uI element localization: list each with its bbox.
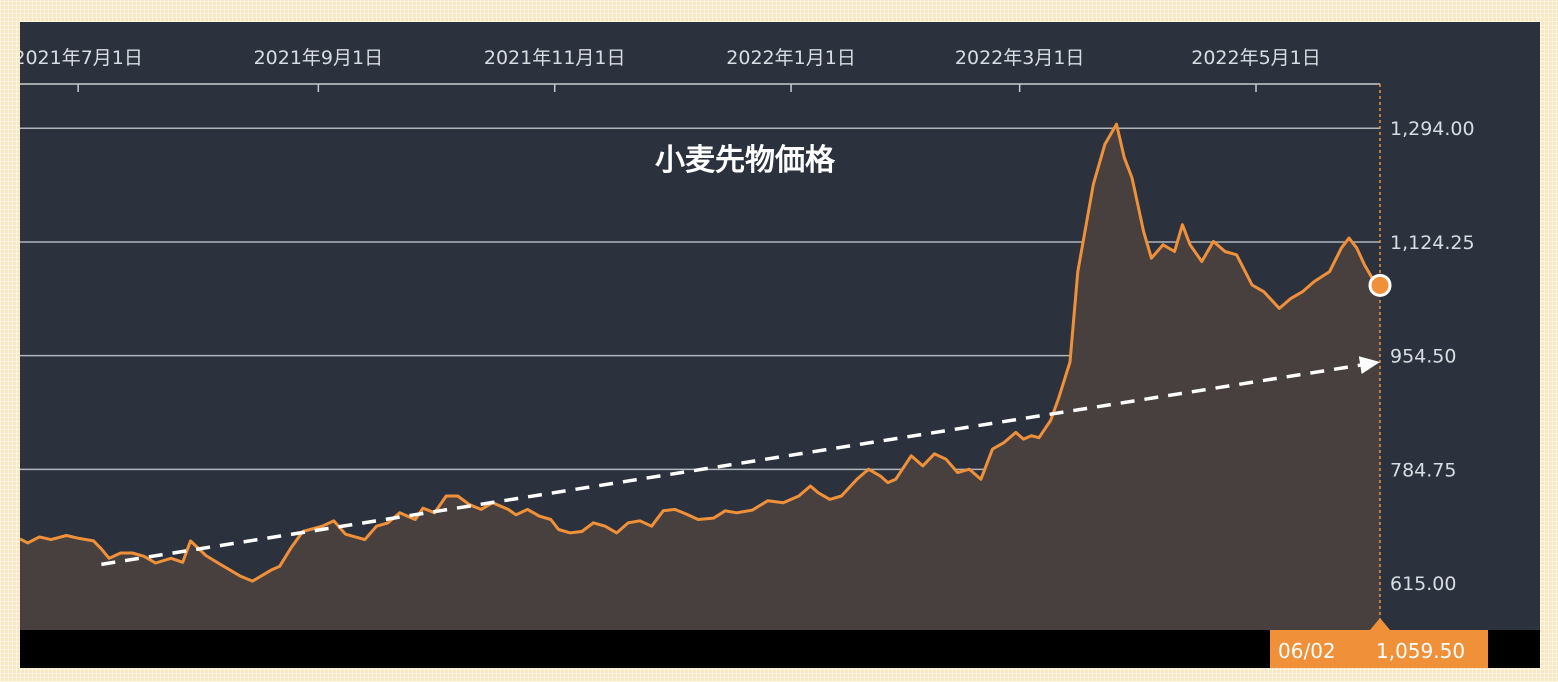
chart-frame: 2021年7月1日 2021年9月1日 2021年11月1日 2022年1月1日 202…	[20, 22, 1540, 668]
x-tick-label: 2021年11月1日	[484, 47, 626, 69]
y-tick-label: 1,124.25	[1390, 232, 1475, 254]
y-tick-label: 1,294.00	[1390, 118, 1475, 140]
readout-pointer	[1370, 618, 1390, 630]
y-tick-label: 615.00	[1390, 573, 1456, 595]
trend-arrow-head	[1358, 356, 1380, 375]
y-tick-label: 784.75	[1390, 459, 1456, 481]
x-tick-label: 2021年9月1日	[254, 47, 384, 69]
wheat-futures-chart: 2021年7月1日 2021年9月1日 2021年11月1日 2022年1月1日 202…	[20, 22, 1540, 668]
x-axis-ticks: 2021年7月1日 2021年9月1日 2021年11月1日 2022年1月1日 202…	[20, 47, 1321, 92]
x-tick-label: 2022年3月1日	[955, 47, 1085, 69]
x-tick-label: 2022年5月1日	[1191, 47, 1321, 69]
price-line	[20, 122, 1382, 583]
readout-date: 06/02	[1278, 639, 1336, 663]
x-tick-label: 2022年1月1日	[726, 47, 856, 69]
trend-line	[101, 362, 1367, 567]
chart-title: 小麦先物価格	[655, 143, 836, 178]
x-tick-label: 2021年7月1日	[20, 47, 143, 69]
readout-background	[1270, 630, 1488, 668]
y-gridlines: 1,294.00 1,124.25 954.50 784.75 615.00	[20, 118, 1475, 595]
y-tick-label: 954.50	[1390, 346, 1456, 368]
price-area	[20, 124, 1380, 630]
last-price-marker[interactable]	[1368, 273, 1392, 297]
readout-value: 1,059.50	[1376, 639, 1465, 663]
